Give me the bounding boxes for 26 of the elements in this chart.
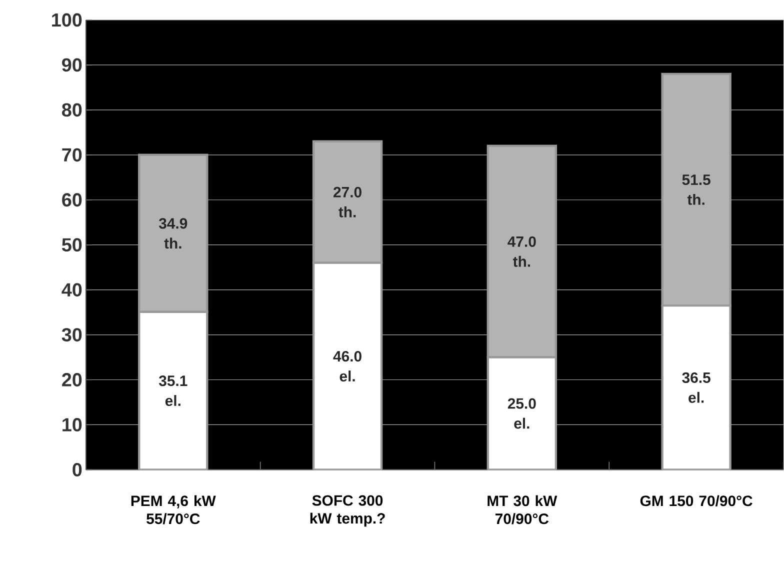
y-tick-label: 20 bbox=[62, 373, 82, 387]
y-tick-label: 100 bbox=[52, 13, 82, 27]
x-tick-label: MT 30 kW 70/90°C bbox=[488, 495, 558, 524]
bar bbox=[486, 356, 558, 470]
data-label: 27.0 th. bbox=[334, 187, 362, 218]
data-label: 36.5 el. bbox=[682, 372, 710, 404]
y-tick-label: 70 bbox=[62, 148, 82, 162]
x-tick-label: PEM 4,6 kW 55/70°C bbox=[131, 495, 216, 524]
bar bbox=[312, 262, 383, 470]
y-tick-label: 10 bbox=[62, 418, 82, 432]
data-label: 51.5 th. bbox=[682, 174, 710, 206]
data-label: 34.9 th. bbox=[158, 218, 188, 249]
x-tick-label: GM 150 70/90°C bbox=[640, 495, 752, 507]
x-tick-label: SOFC 300 kW temp.? bbox=[310, 495, 385, 527]
y-tick-label: 30 bbox=[62, 328, 82, 342]
y-tick-label: 80 bbox=[62, 103, 82, 117]
y-tick-label: 60 bbox=[62, 193, 82, 207]
y-tick-label: 50 bbox=[62, 238, 82, 252]
data-label: 47.0 th. bbox=[508, 236, 536, 267]
y-tick-label: 90 bbox=[62, 58, 82, 72]
data-label: 46.0 el. bbox=[333, 351, 362, 382]
data-label: 25.0 el. bbox=[508, 398, 536, 429]
y-tick-label: 0 bbox=[72, 463, 82, 477]
data-label: 35.1 el. bbox=[158, 376, 188, 406]
bar bbox=[661, 304, 732, 470]
y-tick-label: 40 bbox=[62, 283, 82, 297]
